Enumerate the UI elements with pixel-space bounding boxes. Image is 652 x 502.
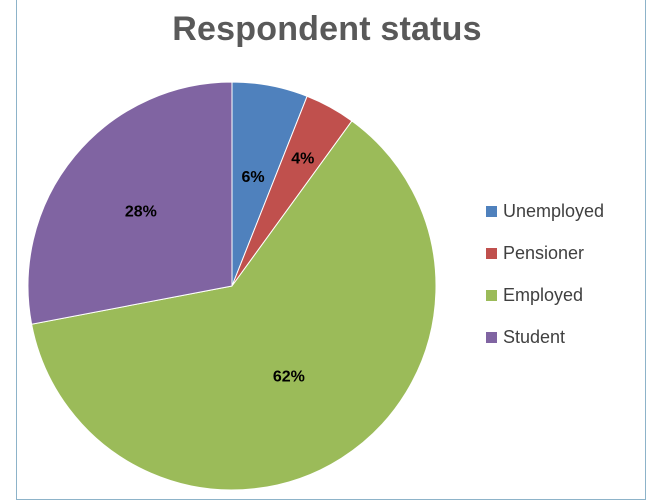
legend-item-employed: Employed (486, 274, 604, 316)
legend-swatch (486, 289, 497, 301)
legend-label: Employed (503, 284, 584, 305)
legend-swatch (486, 331, 497, 343)
chart-legend: Unemployed Pensioner Employed Student (486, 190, 604, 358)
legend-label: Student (503, 326, 566, 347)
data-label-unemployed: 6% (241, 169, 264, 186)
legend-item-unemployed: Unemployed (486, 190, 604, 232)
legend-label: Pensioner (503, 242, 585, 263)
legend-swatch (486, 205, 497, 217)
pie-slice-student (27, 81, 233, 325)
data-label-student: 28% (125, 204, 157, 221)
data-label-pensioner: 4% (291, 150, 314, 167)
chart-title: Respondent status (172, 10, 482, 48)
data-label-employed: 62% (273, 369, 305, 386)
legend-item-student: Student (486, 316, 604, 358)
legend-item-pensioner: Pensioner (486, 232, 604, 274)
legend-swatch (486, 247, 497, 259)
pie-slice-employed (31, 120, 437, 491)
legend-label: Unemployed (503, 200, 605, 221)
